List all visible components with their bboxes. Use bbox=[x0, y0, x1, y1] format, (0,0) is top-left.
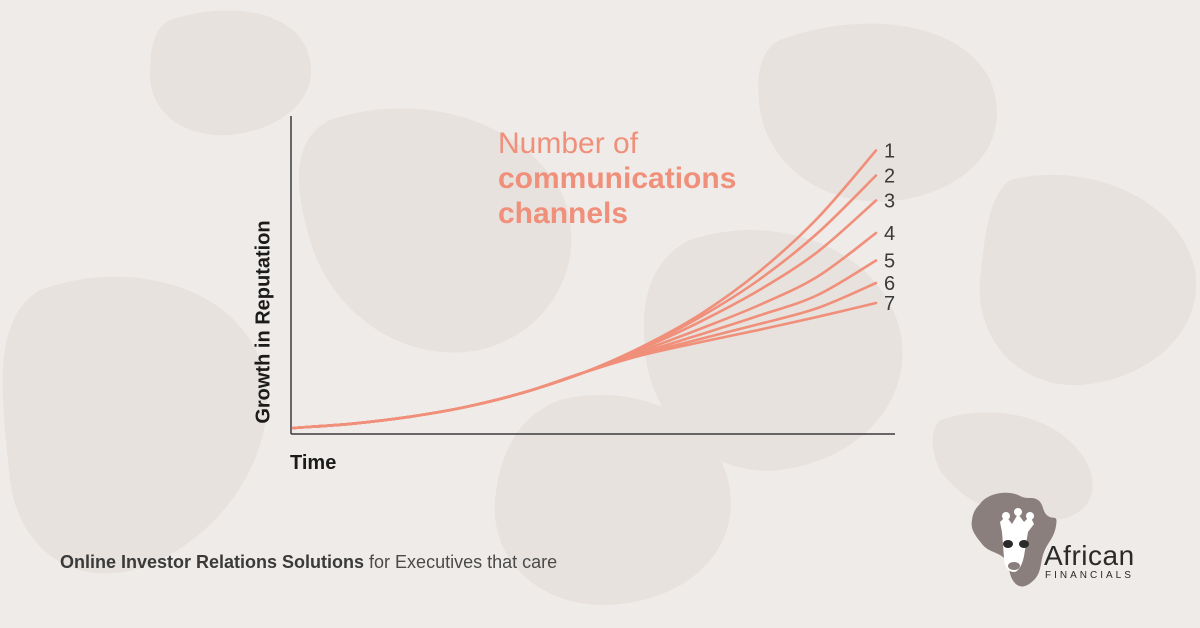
series-label-3: 3 bbox=[884, 191, 895, 213]
series-layer bbox=[291, 149, 878, 430]
y-axis-label: Growth in Reputation bbox=[252, 220, 275, 424]
series-line-6 bbox=[291, 281, 878, 430]
legend-layer: 1 2 3 4 567 bbox=[884, 141, 895, 316]
footer-tagline: Online Investor Relations Solutions for … bbox=[60, 552, 557, 573]
legend-title-line-1: Number of bbox=[498, 127, 639, 160]
legend-title: Number of communications channels bbox=[498, 126, 736, 231]
series-label-1: 1 bbox=[884, 141, 895, 163]
series-label-6: 6 bbox=[884, 273, 895, 295]
footer-tagline-rest: for Executives that care bbox=[364, 552, 558, 572]
series-line-3 bbox=[291, 199, 878, 430]
footer-tagline-bold: Online Investor Relations Solutions bbox=[60, 552, 365, 572]
legend-title-line-2: communications bbox=[498, 162, 737, 195]
series-line-5 bbox=[291, 259, 878, 430]
series-label-5: 5 bbox=[884, 251, 895, 273]
series-label-2: 2 bbox=[884, 166, 895, 188]
x-axis-label: Time bbox=[290, 452, 337, 474]
series-label-7: 7 bbox=[884, 293, 895, 315]
legend-title-line-3: channels bbox=[498, 197, 629, 230]
series-line-7 bbox=[291, 301, 878, 430]
brand-subtitle: FINANCIALS bbox=[1045, 570, 1134, 581]
giraffe-africa-icon bbox=[971, 492, 1057, 587]
brand-name: African bbox=[1044, 540, 1135, 571]
series-label-4: 4 bbox=[884, 223, 895, 245]
series-line-4 bbox=[291, 231, 878, 430]
